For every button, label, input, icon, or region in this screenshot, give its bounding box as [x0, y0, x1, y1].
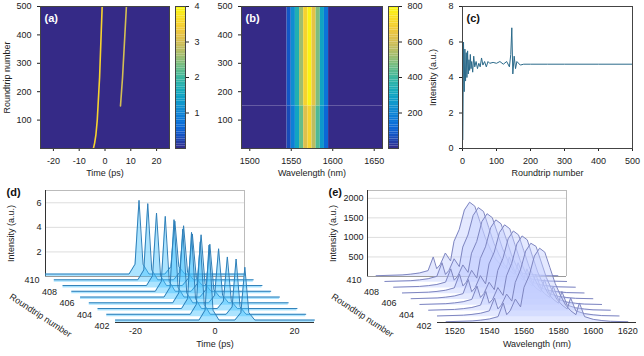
svg-text:Intensity (a.u.): Intensity (a.u.): [428, 49, 438, 106]
svg-text:410: 410: [24, 275, 39, 285]
svg-text:6: 6: [36, 198, 41, 208]
svg-text:408: 408: [364, 287, 379, 297]
svg-text:4: 4: [448, 72, 453, 82]
svg-text:1500: 1500: [240, 156, 260, 166]
svg-text:4: 4: [195, 1, 200, 11]
svg-text:-10: -10: [73, 156, 86, 166]
svg-text:2: 2: [36, 247, 41, 257]
svg-text:408: 408: [42, 287, 57, 297]
svg-text:Roundtrip number: Roundtrip number: [511, 168, 583, 178]
svg-text:500: 500: [217, 1, 232, 11]
svg-text:Time (ps): Time (ps): [196, 339, 234, 349]
svg-text:200: 200: [523, 156, 538, 166]
svg-text:1650: 1650: [364, 156, 384, 166]
svg-text:Roundtrip number: Roundtrip number: [2, 41, 12, 113]
svg-text:2: 2: [448, 108, 453, 118]
svg-text:1550: 1550: [281, 156, 301, 166]
svg-text:2: 2: [195, 72, 200, 82]
svg-text:Roundtrip number: Roundtrip number: [8, 291, 74, 339]
svg-text:1600: 1600: [583, 326, 603, 336]
svg-text:500: 500: [348, 252, 363, 262]
svg-text:410: 410: [346, 275, 361, 285]
svg-text:Wavelength (nm): Wavelength (nm): [278, 168, 346, 178]
svg-text:402: 402: [94, 321, 109, 331]
svg-text:0: 0: [212, 326, 217, 336]
svg-text:400: 400: [591, 156, 606, 166]
svg-text:400: 400: [408, 72, 423, 82]
svg-text:1560: 1560: [514, 326, 534, 336]
svg-text:200: 200: [217, 87, 232, 97]
svg-text:Time (ps): Time (ps): [86, 168, 124, 178]
svg-text:-20: -20: [47, 156, 60, 166]
svg-text:1520: 1520: [445, 326, 465, 336]
svg-text:10: 10: [126, 156, 136, 166]
svg-text:20: 20: [290, 326, 300, 336]
svg-text:500: 500: [625, 156, 640, 166]
svg-text:404: 404: [399, 310, 414, 320]
svg-text:0: 0: [460, 156, 465, 166]
svg-text:300: 300: [557, 156, 572, 166]
svg-text:0: 0: [448, 143, 453, 153]
svg-text:(c): (c): [467, 12, 481, 24]
svg-text:-20: -20: [129, 326, 142, 336]
svg-text:300: 300: [217, 58, 232, 68]
svg-text:Intensity (a.u.): Intensity (a.u.): [6, 205, 16, 262]
svg-text:406: 406: [381, 298, 396, 308]
svg-text:1000: 1000: [343, 232, 363, 242]
svg-text:402: 402: [416, 321, 431, 331]
svg-text:1620: 1620: [618, 326, 638, 336]
svg-text:(a): (a): [45, 12, 59, 24]
svg-text:100: 100: [16, 115, 31, 125]
svg-text:300: 300: [16, 58, 31, 68]
svg-text:(d): (d): [7, 186, 21, 198]
svg-text:1600: 1600: [323, 156, 343, 166]
svg-text:500: 500: [16, 1, 31, 11]
svg-text:20: 20: [152, 156, 162, 166]
svg-text:Roundtrip number: Roundtrip number: [330, 291, 396, 339]
svg-text:3: 3: [195, 37, 200, 47]
svg-text:100: 100: [217, 115, 232, 125]
svg-text:600: 600: [408, 37, 423, 47]
svg-text:4: 4: [36, 222, 41, 232]
svg-text:1: 1: [195, 108, 200, 118]
svg-text:1580: 1580: [549, 326, 569, 336]
svg-text:2000: 2000: [343, 193, 363, 203]
svg-text:6: 6: [448, 37, 453, 47]
svg-text:8: 8: [448, 1, 453, 11]
svg-text:404: 404: [77, 310, 92, 320]
svg-text:400: 400: [217, 30, 232, 40]
svg-text:400: 400: [16, 30, 31, 40]
svg-text:0: 0: [102, 156, 107, 166]
svg-text:406: 406: [59, 298, 74, 308]
svg-text:800: 800: [408, 1, 423, 11]
svg-text:Wavelength (nm): Wavelength (nm): [503, 339, 571, 349]
svg-text:200: 200: [16, 87, 31, 97]
svg-text:Intensity (a.u.): Intensity (a.u.): [328, 205, 338, 262]
svg-text:200: 200: [408, 108, 423, 118]
svg-text:(b): (b): [246, 12, 260, 24]
svg-text:100: 100: [489, 156, 504, 166]
svg-text:(e): (e): [329, 186, 343, 198]
svg-text:1540: 1540: [479, 326, 499, 336]
svg-text:1500: 1500: [343, 213, 363, 223]
